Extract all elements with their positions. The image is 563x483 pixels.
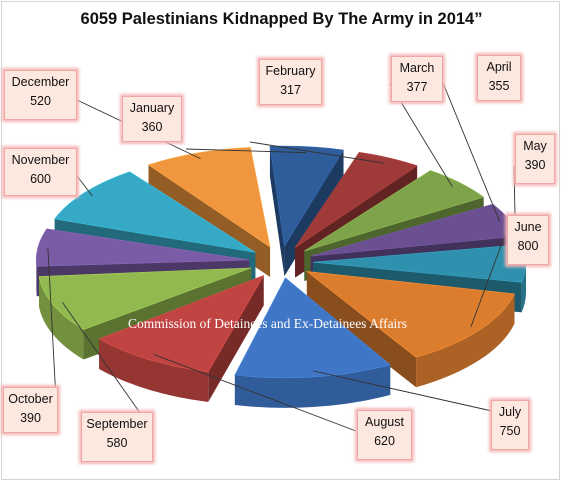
chart-title: 6059 Palestinians Kidnapped By The Army … [80,10,483,28]
leader-line-june [470,234,506,327]
leader-line-november [76,175,93,197]
label-march: March 377 [391,56,443,102]
leader-line-july [313,370,493,412]
watermark-text: Commission of Detainees and Ex-Detainees… [128,316,408,331]
label-july: July 750 [491,400,529,450]
leader-line-january [185,148,307,154]
leader-line-october [47,248,57,401]
label-january: January 360 [122,96,182,142]
slice-july [234,277,391,408]
slice-june [305,271,515,388]
leader-line-august [153,354,357,432]
leader-line-february [249,141,385,164]
label-june: June 800 [507,215,549,265]
leader-line-april [440,77,501,223]
label-september: September 580 [81,412,153,462]
label-may: May 390 [515,134,555,184]
label-august: August 620 [357,410,412,460]
label-april: April 355 [477,55,521,101]
label-december: December 520 [4,70,77,120]
label-october: October 390 [3,387,58,433]
leader-line-september [62,302,153,431]
slice-august [98,274,265,402]
label-november: November 600 [4,148,77,196]
label-february: February 317 [259,59,322,105]
